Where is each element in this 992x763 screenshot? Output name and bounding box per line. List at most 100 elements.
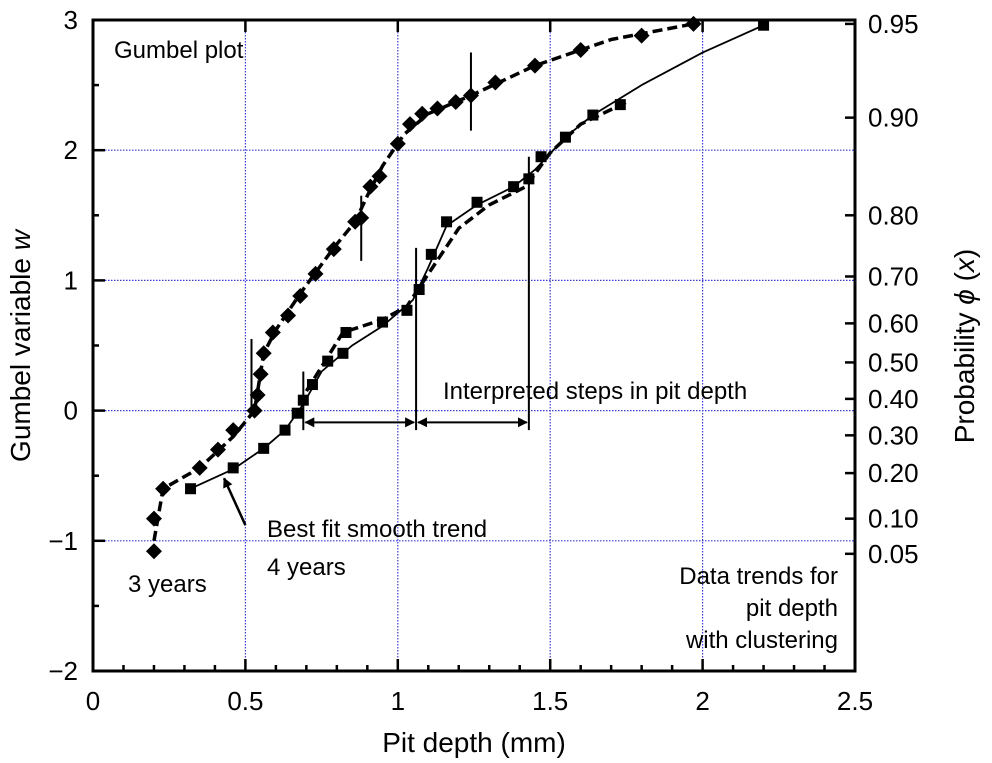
square-point (758, 19, 770, 31)
trend-note-line2: pit depth (746, 595, 838, 622)
square-point (471, 196, 483, 208)
x-tick-label: 1 (391, 686, 405, 716)
y-tick-label: 1 (64, 265, 78, 295)
diamond-point (246, 402, 263, 419)
square-point (185, 483, 197, 495)
chart-title: Gumbel plot (114, 37, 244, 64)
diamond-point (526, 57, 543, 74)
y2-tick-label: 0.40 (868, 384, 919, 414)
diamond-point (462, 87, 479, 104)
trend-note-line1: Data trends for (679, 563, 838, 590)
y2-tick-label: 0.50 (868, 347, 919, 377)
square-point (306, 379, 318, 391)
square-point (441, 216, 453, 228)
four-years-annotation: 4 years (267, 554, 346, 581)
diamond-point (191, 459, 208, 476)
y2-tick-label: 0.20 (868, 458, 919, 488)
data-points (145, 15, 770, 560)
diamond-point (255, 345, 272, 362)
grid (93, 20, 855, 671)
y-tick-label: −2 (48, 656, 78, 686)
y-tick-label: 3 (64, 5, 78, 35)
square-point (508, 181, 520, 193)
y2-axis-title-var: ϕ (949, 289, 980, 305)
square-point (291, 407, 303, 419)
y2-axis-title: Probability ϕ (x) (949, 249, 980, 444)
square-point (559, 131, 571, 143)
diamond-point (353, 209, 370, 226)
x-tick-label: 0 (86, 686, 100, 716)
diamond-point (414, 105, 431, 122)
diamond-point (389, 135, 406, 152)
diamond-point (362, 178, 379, 195)
y2-tick-label: 0.10 (868, 504, 919, 534)
diamond-point (225, 422, 242, 439)
x-tick-label: 2.5 (837, 686, 873, 716)
trend-line (152, 22, 694, 542)
trend-line (304, 99, 631, 393)
y2-axis-title-x: ( (949, 271, 980, 289)
y2-axis-title-close: ) (949, 249, 980, 258)
square-point (401, 304, 413, 316)
y2-tick-label: 0.30 (868, 420, 919, 450)
diamond-point (307, 265, 324, 282)
best-fit-pointer-arrow (222, 477, 247, 526)
diamond-point (429, 100, 446, 117)
diamond-point (280, 307, 297, 324)
diamond-point (145, 510, 162, 527)
square-point (535, 151, 547, 163)
diamond-point (252, 366, 269, 383)
best-fit-annotation: Best fit smooth trend (267, 516, 487, 543)
diamond-point (209, 441, 226, 458)
square-point (297, 394, 309, 406)
step-markers (250, 52, 530, 431)
y2-axis-title-xvar: x (949, 257, 980, 274)
square-point (425, 248, 437, 260)
square-point (279, 424, 291, 436)
y2-tick-label: 0.70 (868, 261, 919, 291)
y2-tick-label: 0.60 (868, 308, 919, 338)
y2-axis-title-main: Probability (949, 305, 980, 444)
diamond-point (487, 74, 504, 91)
y-axis-title-main: Gumbel variable (5, 250, 36, 462)
square-point (413, 284, 425, 296)
x-axis-title: Pit depth (mm) (382, 727, 566, 758)
y-tick-label: 0 (64, 396, 78, 426)
tick-labels: 0 0.5 1 1.5 2 2.5 −2 −1 0 1 2 3 0.95 0.90 0.80 0.70 0.60… (48, 5, 918, 716)
y2-tick-label: 0.95 (868, 9, 919, 39)
square-point (340, 326, 352, 338)
steps-annotation: Interpreted steps in pit depth (443, 378, 747, 405)
diamond-point (264, 324, 281, 341)
x-tick-label: 1.5 (532, 686, 568, 716)
square-point (322, 355, 334, 367)
diamond-point (371, 168, 388, 185)
diamond-point (685, 15, 702, 32)
three-years-annotation: 3 years (128, 571, 207, 598)
y-axis-title-var: w (5, 228, 36, 250)
y2-tick-label: 0.90 (868, 103, 919, 133)
y-axis-title: Gumbel variable w (5, 228, 36, 462)
diamond-point (572, 41, 589, 58)
square-point (523, 173, 535, 185)
diamond-point (155, 480, 172, 497)
diamond-point (292, 288, 309, 305)
square-point (614, 99, 626, 111)
trend-note-line3: with clustering (685, 627, 838, 654)
square-point (337, 347, 349, 359)
x-tick-label: 0.5 (227, 686, 263, 716)
diamond-point (447, 94, 464, 111)
square-point (258, 442, 270, 454)
y2-tick-label: 0.80 (868, 200, 919, 230)
square-point (587, 109, 599, 121)
y-tick-label: 2 (64, 135, 78, 165)
x-tick-label: 2 (695, 686, 709, 716)
diamond-point (249, 386, 266, 403)
diamond-point (325, 241, 342, 258)
square-point (227, 462, 239, 474)
y2-tick-label: 0.05 (868, 539, 919, 569)
diamond-point (401, 116, 418, 133)
diamond-point (633, 27, 650, 44)
square-point (377, 316, 389, 328)
y-tick-label: −1 (48, 526, 78, 556)
